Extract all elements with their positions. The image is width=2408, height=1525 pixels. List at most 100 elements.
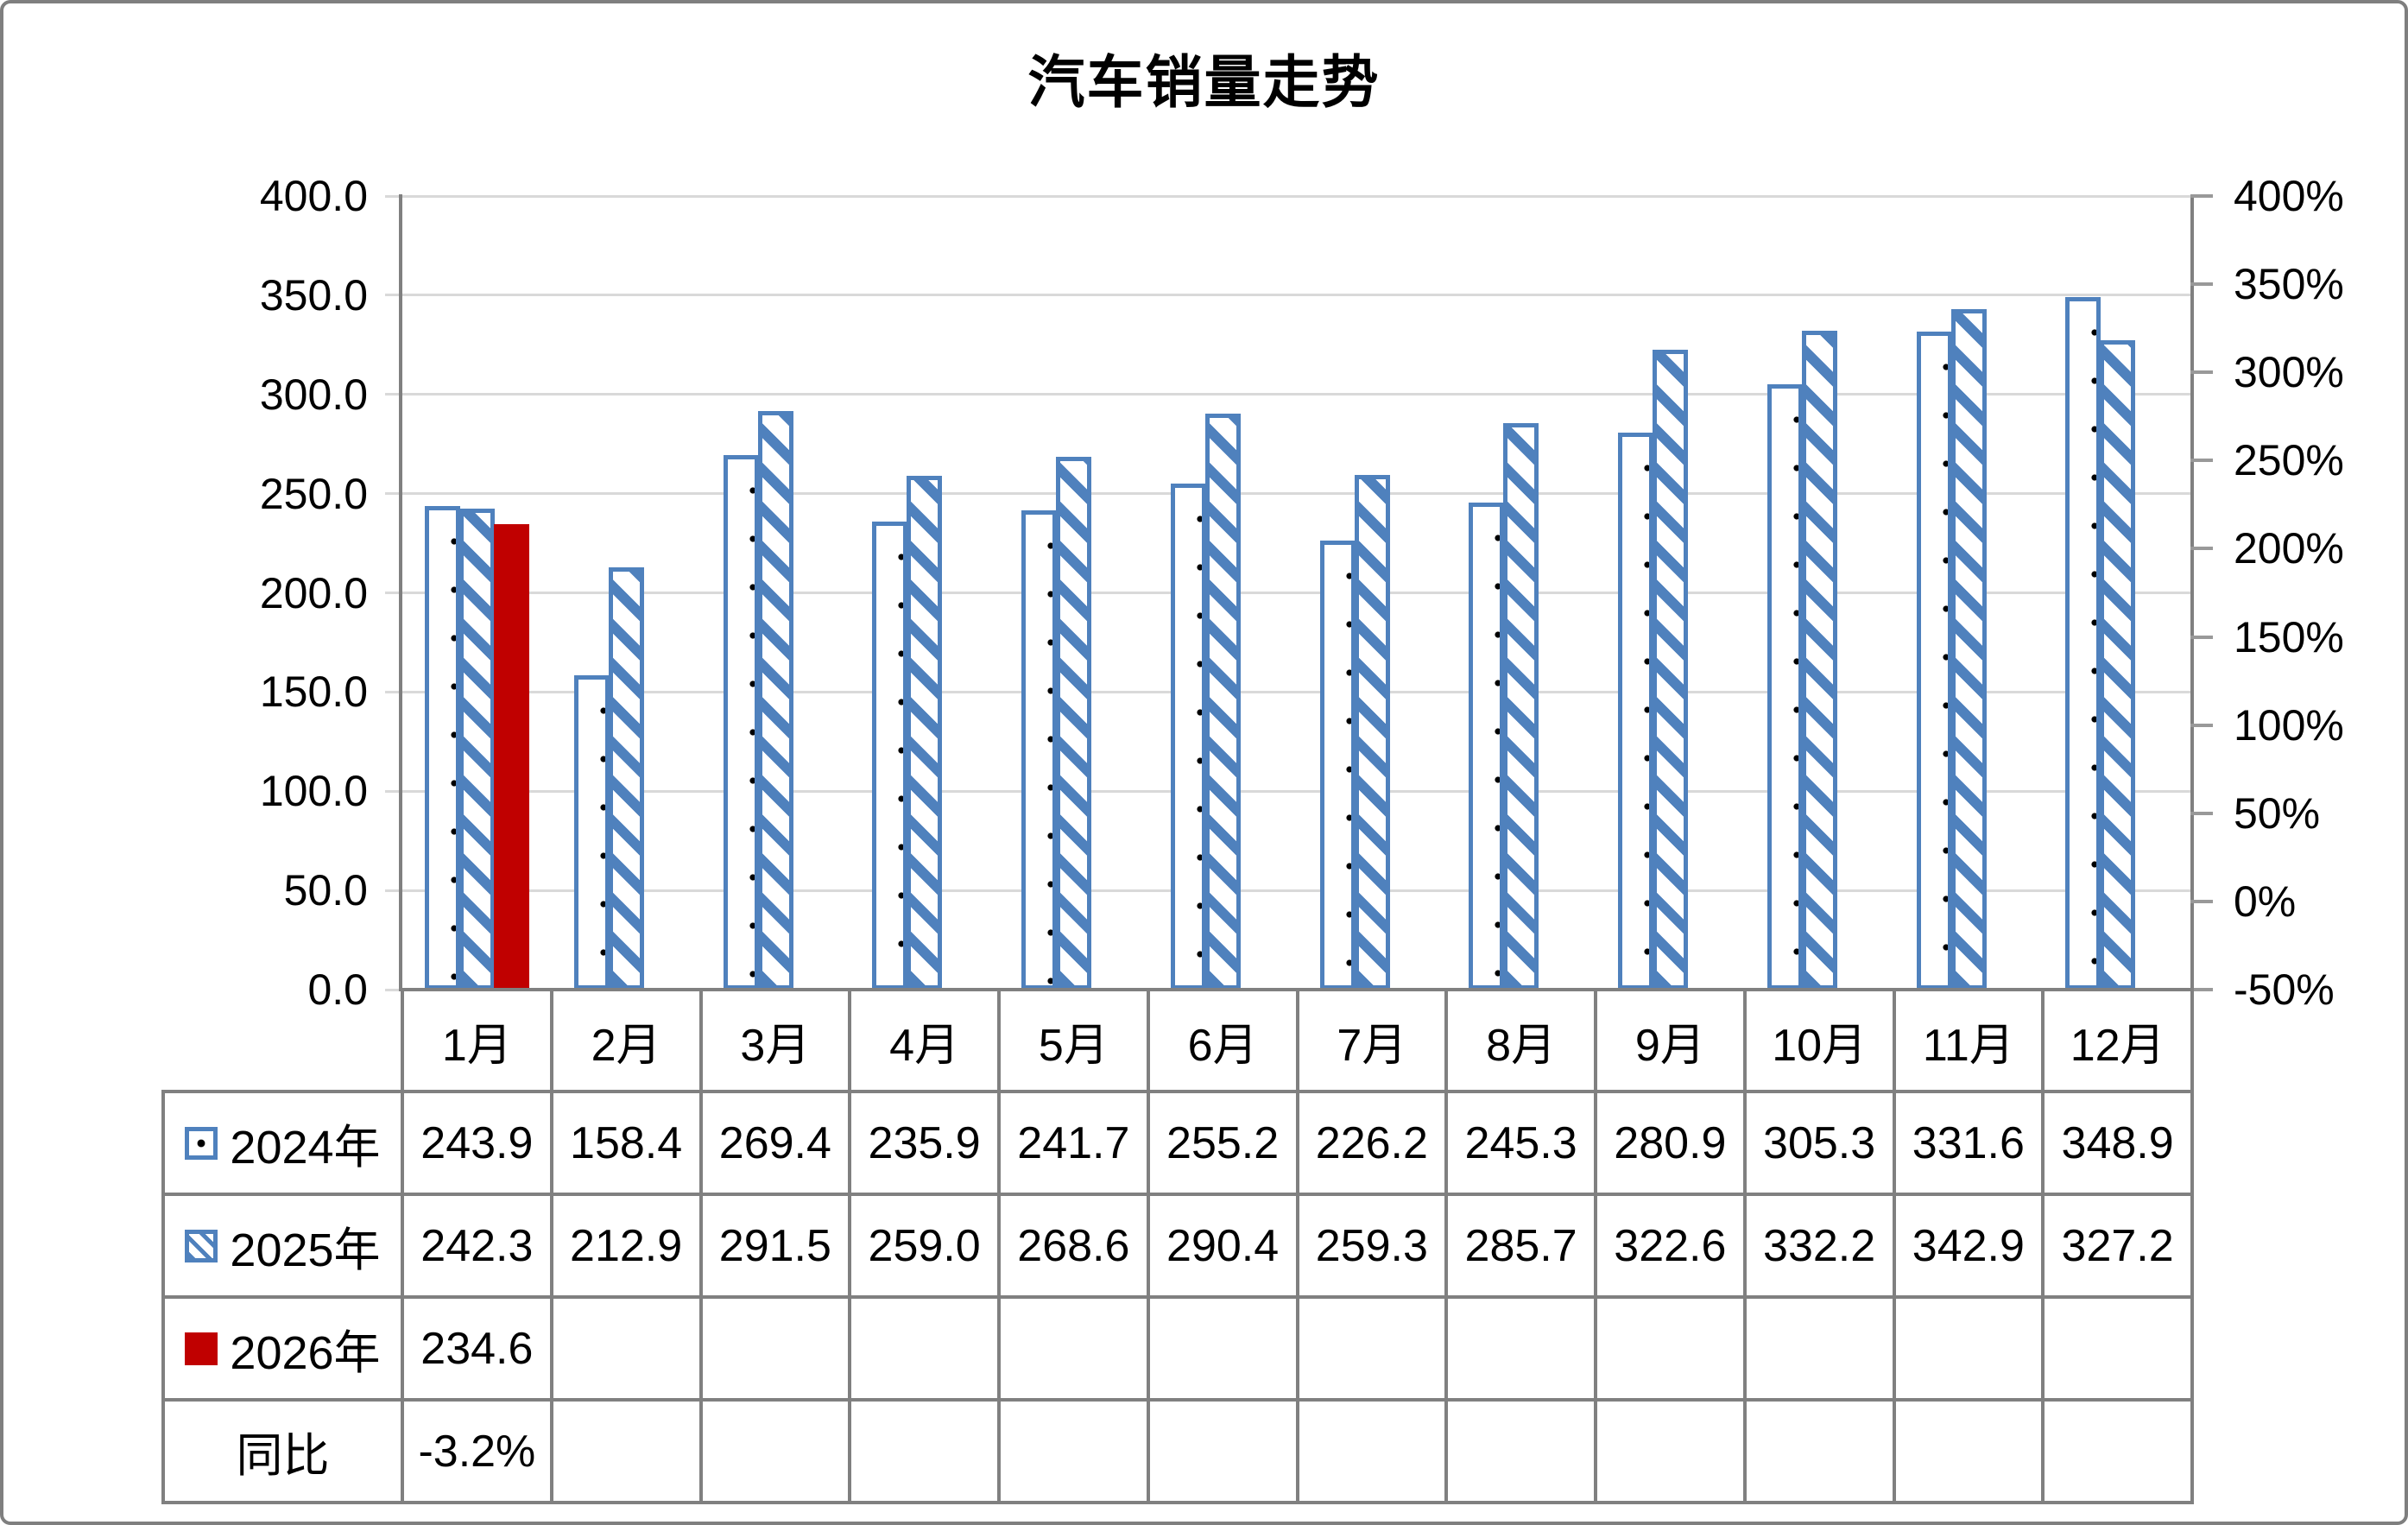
series-label-2026年: 2026年 (163, 1297, 402, 1400)
value-cell-2025年-2月: 212.9 (570, 1220, 683, 1271)
left-axis-tick (385, 988, 402, 991)
left-axis-tick (385, 194, 402, 198)
y-axis-left-label: 0.0 (307, 965, 368, 1014)
month-label-4月: 4月 (889, 1020, 960, 1071)
bar-2025年-10月 (1801, 330, 1837, 990)
y-axis-right-label: 50% (2234, 788, 2321, 838)
value-cell-2024年-2月: 158.4 (570, 1117, 683, 1168)
bar-2024年-8月 (1469, 503, 1505, 990)
table-border-v (161, 1090, 165, 1504)
bar-2025年-3月 (757, 411, 793, 990)
bar-2024年-5月 (1021, 509, 1057, 990)
bar-2024年-12月 (2065, 297, 2101, 990)
value-cell-2024年-1月: 243.9 (420, 1117, 534, 1168)
value-cell-2025年-10月: 332.2 (1763, 1220, 1876, 1271)
value-cell-同比-12月 (2043, 1400, 2192, 1503)
bar-2025年-8月 (1503, 422, 1539, 990)
table-border-v (549, 988, 553, 1504)
right-axis-tick (2190, 723, 2213, 727)
left-axis-tick (385, 393, 402, 396)
value-cell-2026年-3月 (701, 1297, 850, 1400)
bar-2025年-4月 (907, 475, 943, 990)
bar-2025年-7月 (1354, 475, 1390, 990)
table-border-v (1146, 988, 1150, 1504)
series-name: 2026年 (230, 1327, 381, 1379)
value-cell-2025年-9月: 322.6 (1614, 1220, 1727, 1271)
series-name: 2025年 (230, 1224, 381, 1276)
right-axis-line (2190, 194, 2194, 995)
value-cell-2026年-6月 (1148, 1297, 1298, 1400)
left-axis-tick (385, 492, 402, 496)
y-axis-right-label: 200% (2234, 524, 2344, 573)
y-axis-left-label: 150.0 (259, 668, 368, 717)
bar-2025年-12月 (2100, 340, 2136, 990)
gridline (402, 690, 2192, 693)
gridline (402, 194, 2192, 198)
value-cell-2026年-8月 (1446, 1297, 1596, 1400)
y-axis-right-label: 0% (2234, 876, 2297, 926)
bar-2024年-9月 (1618, 432, 1653, 990)
table-border-v (1742, 988, 1747, 1504)
legend-swatch-2024年 (185, 1126, 218, 1160)
bar-2026年-1月 (494, 524, 529, 990)
table-border-v (1594, 988, 1597, 1504)
right-axis-tick (2190, 988, 2213, 991)
value-cell-同比-2月 (552, 1400, 701, 1503)
value-cell-2025年-7月: 259.3 (1315, 1220, 1428, 1271)
value-cell-2026年-9月 (1596, 1297, 1745, 1400)
value-cell-同比-8月 (1446, 1400, 1596, 1503)
legend-swatch-2026年 (185, 1332, 218, 1365)
left-axis-tick (385, 789, 402, 793)
series-label-2024年: 2024年 (163, 1092, 402, 1194)
value-cell-2024年-9月: 280.9 (1614, 1117, 1727, 1168)
left-axis-tick (385, 889, 402, 892)
gridline (402, 294, 2192, 297)
legend-swatch-2025年 (185, 1229, 218, 1262)
y-axis-right-label: 150% (2234, 612, 2344, 661)
y-axis-left-label: 200.0 (259, 568, 368, 617)
month-label-6月: 6月 (1187, 1020, 1258, 1071)
right-axis-tick (2190, 547, 2213, 551)
right-axis-tick (2190, 459, 2213, 463)
bar-2024年-11月 (1916, 332, 1952, 990)
y-axis-left-label: 400.0 (259, 172, 368, 220)
bar-2024年-3月 (723, 455, 759, 990)
table-border-h (161, 1295, 2194, 1299)
table-border-v (2041, 988, 2045, 1504)
table-border-v (1444, 988, 1449, 1504)
left-axis-tick (385, 690, 402, 693)
value-cell-2026年-2月 (552, 1297, 701, 1400)
table-border-v (997, 988, 1001, 1504)
table-border-v (698, 988, 703, 1504)
table-border-h (161, 1398, 2194, 1402)
data-table: 1月 2月 3月 4月 5月 6月 7月 8月 9月 10月 11月 12月 2024年 243.9 158… (3, 3, 2405, 1522)
value-cell-2026年-5月 (999, 1297, 1148, 1400)
y-axis-right-label: 100% (2234, 700, 2344, 750)
y-axis-left-label: 50.0 (283, 866, 368, 915)
y-axis-right-label: -50% (2234, 965, 2335, 1014)
value-cell-同比-11月 (1894, 1400, 2044, 1503)
left-axis-tick (385, 294, 402, 297)
series-label-同比: 同比 (163, 1400, 402, 1503)
value-cell-2024年-10月: 305.3 (1763, 1117, 1876, 1168)
value-cell-2026年-11月 (1894, 1297, 2044, 1400)
value-cell-2025年-4月: 259.0 (868, 1220, 981, 1271)
value-cell-2024年-5月: 241.7 (1017, 1117, 1130, 1168)
value-cell-同比-1月: -3.2% (418, 1426, 536, 1477)
value-cell-2026年-7月 (1298, 1297, 1447, 1400)
chart-title: 汽车销量走势 (1027, 50, 1381, 114)
table-border-h (161, 1501, 2194, 1504)
value-cell-2025年-5月: 268.6 (1017, 1220, 1130, 1271)
y-axis-right-label: 350% (2234, 260, 2344, 309)
bar-plot-area (3, 3, 2405, 1522)
value-cell-2025年-12月: 327.2 (2061, 1220, 2174, 1271)
table-border-h (161, 1090, 2194, 1093)
table-border-v (2190, 988, 2194, 1504)
right-axis-tick (2190, 635, 2213, 639)
y-axis-right-label: 400% (2234, 172, 2344, 220)
bar-2025年-6月 (1204, 413, 1241, 990)
gridline (402, 789, 2192, 793)
month-label-8月: 8月 (1486, 1020, 1557, 1071)
value-cell-2025年-3月: 291.5 (718, 1220, 831, 1271)
